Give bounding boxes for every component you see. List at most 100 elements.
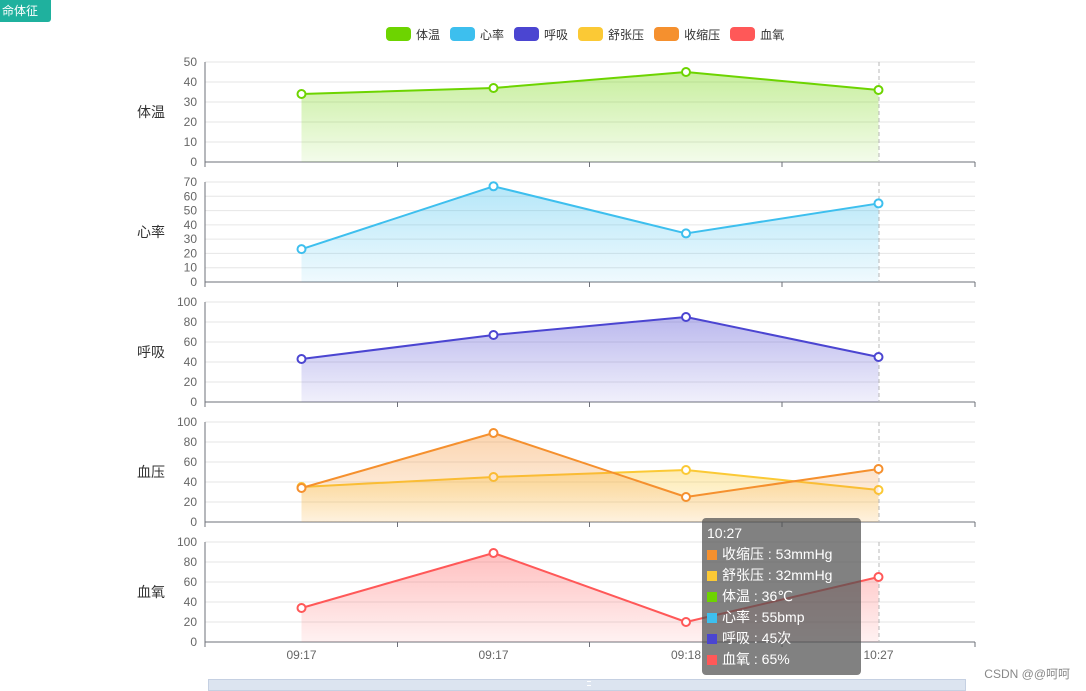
data-point [296, 483, 307, 493]
tooltip-row: 心率 : 55bmp [707, 607, 856, 628]
panel-axis-label: 呼吸 [137, 344, 165, 360]
legend-label: 心率 [480, 27, 505, 42]
y-tick-label: 10 [184, 261, 198, 275]
tooltip-text: 心率 : 55bmp [722, 609, 805, 625]
series-area-fill [301, 72, 879, 162]
y-tick-label: 40 [184, 218, 198, 232]
y-tick-label: 0 [190, 155, 197, 169]
data-point [488, 181, 499, 192]
y-tick-label: 0 [190, 635, 197, 649]
tooltip-marker [707, 591, 717, 602]
y-tick-label: 60 [184, 335, 198, 349]
legend-item-blood-oxygen[interactable]: 血氧 [730, 26, 784, 43]
y-tick-label: 50 [184, 55, 198, 69]
y-tick-label: 80 [184, 435, 198, 449]
y-tick-label: 100 [177, 415, 197, 429]
legend-label: 呼吸 [544, 27, 569, 42]
tooltip-row: 收缩压 : 53mmHg [707, 544, 856, 565]
data-point [873, 464, 884, 474]
legend-item-diastolic[interactable]: 舒张压 [578, 26, 644, 43]
tooltip-text: 呼吸 : 45次 [722, 630, 792, 646]
data-point [296, 603, 307, 613]
x-tick-label: 09:18 [671, 648, 701, 662]
legend-swatch [654, 27, 680, 41]
data-zoom-slider[interactable] [208, 679, 966, 691]
y-tick-label: 60 [184, 455, 198, 469]
tooltip-marker [707, 612, 717, 623]
y-tick-label: 20 [184, 115, 198, 129]
data-point [681, 617, 691, 627]
y-tick-label: 20 [184, 375, 198, 389]
y-tick-label: 100 [177, 295, 197, 309]
y-tick-label: 0 [190, 275, 197, 289]
tooltip-text: 血氧 : 65% [722, 651, 790, 667]
x-tick-label: 09:17 [478, 648, 508, 662]
legend-item-heart-rate[interactable]: 心率 [450, 26, 504, 43]
data-point [296, 354, 307, 364]
data-point [873, 85, 884, 95]
vital-signs-tab[interactable]: 命体征 [0, 0, 51, 22]
y-tick-label: 20 [184, 615, 198, 629]
y-tick-label: 80 [184, 315, 198, 329]
tooltip-marker [707, 549, 717, 560]
data-tooltip: 10:27 收缩压 : 53mmHg 舒张压 : 32mmHg 体温 : 36℃… [702, 518, 861, 675]
legend-label: 收缩压 [684, 27, 721, 42]
y-tick-label: 40 [184, 355, 198, 369]
y-tick-label: 40 [184, 75, 198, 89]
data-point [681, 312, 691, 322]
series-line [301, 316, 879, 360]
series-line [301, 71, 879, 95]
data-point [873, 198, 884, 209]
data-point [296, 89, 307, 99]
chart-legend: 体温 心率 呼吸 舒张压 收缩压 血氧 [386, 26, 794, 42]
data-point [296, 244, 307, 255]
legend-item-systolic[interactable]: 收缩压 [654, 26, 720, 43]
series-area-fill [301, 186, 879, 282]
x-tick-label: 09:17 [286, 648, 316, 662]
y-tick-label: 60 [184, 189, 198, 203]
tooltip-text: 收缩压 : 53mmHg [722, 546, 833, 562]
y-tick-label: 0 [190, 515, 197, 529]
y-tick-label: 40 [184, 595, 198, 609]
legend-item-temperature[interactable]: 体温 [386, 26, 440, 43]
tooltip-row: 舒张压 : 32mmHg [707, 565, 856, 586]
y-tick-label: 0 [190, 395, 197, 409]
y-tick-label: 100 [177, 535, 197, 549]
panel-axis-label: 体温 [137, 104, 165, 120]
watermark: CSDN @@呵呵 [984, 667, 1070, 681]
legend-swatch [578, 27, 604, 41]
tooltip-text: 体温 : 36℃ [722, 588, 793, 604]
series-line [301, 185, 879, 251]
legend-swatch [514, 27, 540, 41]
series-line [301, 432, 879, 498]
y-tick-label: 60 [184, 575, 198, 589]
tooltip-row: 血氧 : 65% [707, 649, 856, 670]
y-tick-label: 30 [184, 95, 198, 109]
y-tick-label: 50 [184, 204, 198, 218]
data-point [873, 352, 884, 362]
y-tick-label: 80 [184, 555, 198, 569]
legend-label: 血氧 [760, 27, 785, 42]
tooltip-row: 呼吸 : 45次 [707, 628, 856, 649]
tooltip-text: 舒张压 : 32mmHg [722, 567, 833, 583]
data-point [681, 67, 691, 77]
tooltip-marker [707, 633, 717, 644]
zoom-grip-handle[interactable] [587, 681, 591, 686]
panel-axis-label: 心率 [137, 224, 165, 240]
tooltip-marker [707, 654, 717, 665]
legend-label: 舒张压 [608, 27, 645, 42]
data-point [681, 228, 691, 239]
legend-item-respiration[interactable]: 呼吸 [514, 26, 568, 43]
data-point [488, 83, 499, 93]
tooltip-time: 10:27 [707, 525, 743, 541]
legend-swatch [730, 27, 756, 41]
series-area-fill [301, 433, 879, 522]
x-tick-label: 10:27 [863, 648, 893, 662]
data-point [681, 465, 691, 475]
tooltip-row: 体温 : 36℃ [707, 586, 856, 607]
legend-swatch [386, 27, 411, 41]
panel-axis-label: 血氧 [137, 584, 165, 600]
y-tick-label: 70 [184, 175, 198, 189]
data-point [681, 492, 691, 502]
